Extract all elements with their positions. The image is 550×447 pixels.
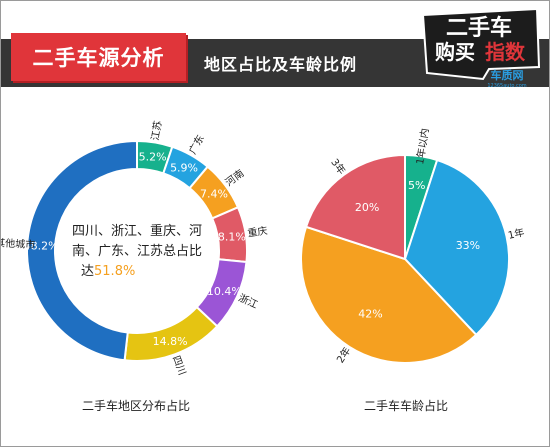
donut-center-line3: 达51.8% — [81, 264, 135, 279]
donut-slice-5 — [123, 305, 219, 362]
donut-category-label: 广东 — [186, 133, 207, 157]
donut-category-label: 浙江 — [236, 292, 259, 311]
logo-text-line2b: 指数 — [485, 40, 526, 64]
pie-slice-3 — [304, 153, 406, 261]
logo-text-line2a: 购买 — [435, 40, 475, 64]
donut-slice-6 — [26, 139, 138, 362]
donut-category-label: 四川 — [170, 354, 187, 377]
logo-brand: 车质网 — [491, 68, 524, 82]
pie-value-label: 5% — [408, 179, 425, 192]
title-box: 二手车源分析 — [11, 33, 186, 81]
page-subtitle: 地区占比及车龄比例 — [204, 55, 358, 74]
brand-logo: 二手车 购买 指数 车质网 12365auto.com — [421, 7, 541, 89]
donut-value-label: 5.2% — [139, 150, 167, 163]
region-donut-chart: 5.2%江苏5.9%广东7.4%河南8.1% 重庆10.4%浙江14.8%四川48… — [1, 120, 268, 377]
donut-value-label: 48.2% — [24, 240, 59, 253]
donut-value-label: 7.4% — [200, 188, 228, 201]
donut-value-label: 5.9% — [170, 161, 198, 174]
donut-value-label: 10.4% — [207, 285, 242, 298]
donut-center-line2: 南、广东、江苏总占比 — [72, 243, 202, 259]
pie-value-label: 20% — [355, 201, 379, 214]
logo-badge — [421, 7, 541, 81]
donut-center-value: 51.8% — [94, 264, 135, 279]
donut-value-label: 14.8% — [153, 335, 188, 348]
pie-slice-1 — [403, 158, 510, 337]
donut-value-label: 8.1% — [218, 230, 246, 243]
logo-url: 12365auto.com — [487, 83, 526, 89]
pie-value-label: 33% — [456, 239, 480, 252]
pie-caption: 二手车车龄占比 — [363, 399, 448, 413]
pie-value-label: 42% — [358, 307, 382, 320]
donut-category-label: 其他城市 — [1, 236, 36, 251]
donut-center-prefix: 达 — [81, 264, 94, 279]
logo-text-line1: 二手车 — [446, 15, 512, 41]
pie-category-label: 1年 — [507, 226, 526, 242]
donut-center-line1: 四川、浙江、重庆、河 — [72, 223, 202, 239]
page-title: 二手车源分析 — [32, 46, 165, 70]
pie-slice-2 — [300, 225, 478, 364]
donut-category-label: 江苏 — [148, 120, 164, 142]
donut-category-label: 重庆 — [247, 224, 269, 240]
donut-caption: 二手车地区分布占比 — [81, 399, 190, 413]
